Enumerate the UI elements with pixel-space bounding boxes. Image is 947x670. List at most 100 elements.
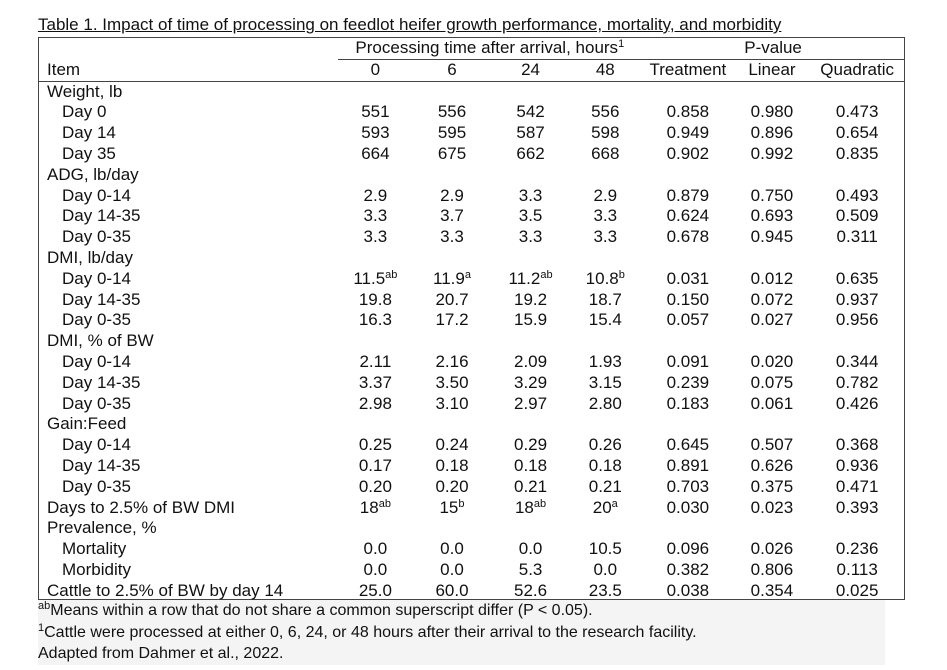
table-cell: 10.8b <box>569 269 641 290</box>
table-cell: 0.0 <box>492 539 570 560</box>
table-cell: 0.375 <box>735 477 810 498</box>
significance-superscript: b <box>458 497 465 510</box>
footnote: abMeans within a row that do not share a… <box>38 600 885 622</box>
cell-value: 0.038 <box>666 580 710 600</box>
cell-value: 2.11 <box>359 351 392 371</box>
cell-value: 0.368 <box>835 435 879 455</box>
cell-value: 0.072 <box>750 289 794 309</box>
cell-value: 3.10 <box>435 393 469 413</box>
cell-value: 0.382 <box>666 559 710 579</box>
significance-superscript: b <box>618 268 625 281</box>
cell-value: 0.426 <box>835 393 879 413</box>
cell-value: 0.012 <box>750 268 794 288</box>
processing-time-header: Processing time after arrival, hours1 <box>338 38 642 60</box>
table-cell: 0.21 <box>492 477 570 498</box>
row-label: Day 0-14 <box>62 185 131 205</box>
cell-value: 10.8 <box>585 268 619 288</box>
cell-value: 675 <box>437 143 467 163</box>
cell-value: 23.5 <box>588 580 622 600</box>
table-cell: 587 <box>492 123 570 144</box>
cell-value: 0.806 <box>750 559 794 579</box>
table-cell: 0.18 <box>412 456 491 477</box>
row-label: Day 0-14 <box>62 351 131 371</box>
table-row: Day 0-35 3.3 3.3 3.3 3.3 0.678 0.945 0.311 <box>38 227 905 248</box>
cell-value: 0.150 <box>666 289 710 309</box>
table-row: Day 0-35 2.98 3.10 2.97 2.80 0.183 0.061 0.426 <box>38 394 905 415</box>
table-cell: 0.023 <box>735 498 810 519</box>
cell-value: 1.93 <box>588 351 622 371</box>
table-cell: 18ab <box>338 498 412 519</box>
table-cell: 0.038 <box>641 581 734 602</box>
table-cell: 17.2 <box>412 310 491 331</box>
table-row: Day 0-35 16.3 17.2 15.9 15.4 0.057 0.027 0.956 <box>38 310 905 331</box>
section-label: ADG, lb/day <box>47 164 139 184</box>
cell-value: 60.0 <box>435 580 469 600</box>
table-cell: 0.061 <box>735 394 810 415</box>
table-cell: 0.471 <box>809 477 905 498</box>
table-cell: 0.493 <box>809 186 905 207</box>
cell-value: 0.18 <box>588 455 622 475</box>
table-cell: 0.368 <box>809 435 905 456</box>
header-columns-row: Item 0 6 24 48 Treatment Linear Quadrati… <box>38 59 905 82</box>
table-caption: Table 1. Impact of time of processing on… <box>38 15 782 34</box>
cell-value: 0.20 <box>358 476 392 496</box>
table-cell: 0.956 <box>809 310 905 331</box>
section-label: DMI, % of BW <box>47 331 154 351</box>
table-cell: 0.354 <box>735 581 810 602</box>
table-cell: 0.626 <box>735 456 810 477</box>
cell-value: 0.703 <box>666 476 710 496</box>
cell-value: 551 <box>361 102 390 122</box>
table-cell: 3.3 <box>492 186 570 207</box>
table-cell: 0.382 <box>641 560 734 581</box>
col-header-24h: 24 <box>491 59 570 82</box>
table-cell: 15.9 <box>492 310 570 331</box>
cell-value: 0.902 <box>666 143 710 163</box>
table-cell: 598 <box>569 123 641 144</box>
table-row: Day 14-35 0.17 0.18 0.18 0.18 0.891 0.626 0.936 <box>38 456 905 477</box>
col-header-treatment: Treatment <box>641 59 735 82</box>
table-cell: 595 <box>412 123 491 144</box>
cell-value: 0.678 <box>666 227 710 247</box>
row-label: Day 0-14 <box>62 435 131 455</box>
table-cell: 0.980 <box>735 102 810 123</box>
table-cell: 0.057 <box>641 310 734 331</box>
table-cell: 20a <box>569 498 641 519</box>
cell-value: 0.375 <box>750 476 794 496</box>
table-cell: 0.183 <box>641 394 734 415</box>
table-cell: 2.9 <box>569 186 641 207</box>
table-cell: 2.98 <box>338 394 412 415</box>
table-cell: 2.9 <box>338 186 412 207</box>
cell-value: 0.0 <box>363 559 388 579</box>
cell-value: 0.782 <box>835 372 879 392</box>
section-header-row: ADG, lb/day <box>38 165 905 186</box>
cell-value: 0.25 <box>358 435 392 455</box>
cell-value: 0.031 <box>666 268 710 288</box>
table-cell: 0.473 <box>809 102 905 123</box>
table-cell: 3.10 <box>412 394 491 415</box>
cell-value: 16.3 <box>358 310 392 330</box>
cell-value: 0.980 <box>750 102 794 122</box>
table-cell: 0.29 <box>492 435 570 456</box>
cell-value: 0.645 <box>666 435 710 455</box>
cell-value: 52.6 <box>514 580 548 600</box>
cell-value: 0.020 <box>750 351 794 371</box>
table-cell: 664 <box>338 144 412 165</box>
table-row: Day 35 664 675 662 668 0.902 0.992 0.835 <box>38 144 905 165</box>
significance-superscript: ab <box>378 497 391 510</box>
table-cell: 0.0 <box>569 560 641 581</box>
cell-value: 0.949 <box>666 123 710 143</box>
table-cell: 0.703 <box>641 477 734 498</box>
table-cell: 0.507 <box>735 435 810 456</box>
table-row: Day 0-14 2.9 2.9 3.3 2.9 0.879 0.750 0.493 <box>38 186 905 207</box>
table-cell: 0.21 <box>569 477 641 498</box>
pvalue-header: P-value <box>641 38 905 60</box>
footnote: 1Cattle were processed at either 0, 6, 2… <box>38 622 885 644</box>
cell-value: 598 <box>591 123 620 143</box>
cell-value: 2.9 <box>440 185 464 205</box>
table-cell: 3.50 <box>412 373 491 394</box>
cell-value: 0.858 <box>666 102 710 122</box>
table-cell: 0.0 <box>412 539 491 560</box>
cell-value: 0.896 <box>750 123 794 143</box>
table-cell: 668 <box>569 144 641 165</box>
cell-value: 587 <box>516 123 545 143</box>
